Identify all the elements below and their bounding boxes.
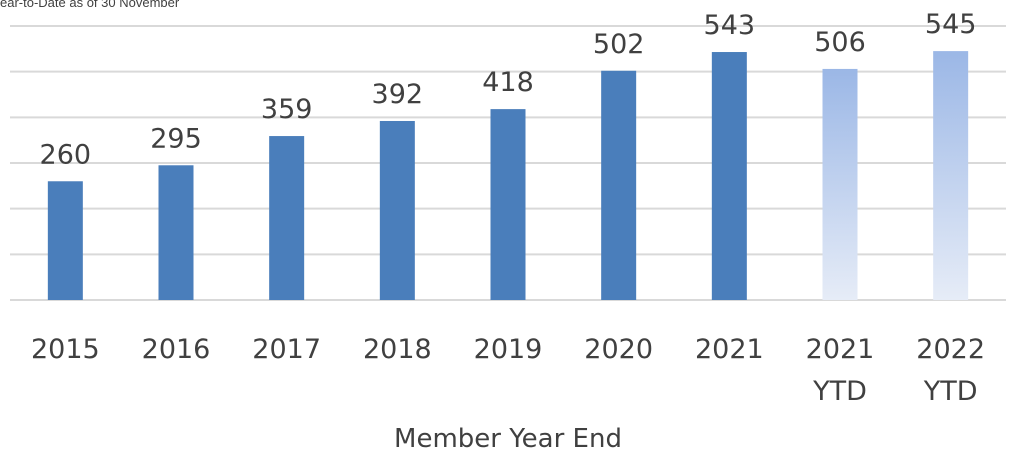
x-tick-label: 2021 (695, 334, 764, 365)
data-label: 295 (150, 123, 202, 154)
bar (822, 68, 858, 300)
x-axis-title: Member Year End (394, 424, 622, 454)
data-label: 260 (40, 139, 92, 170)
x-tick-label: YTD (923, 376, 978, 407)
x-tick-label: 2021 (806, 334, 875, 365)
bar (601, 70, 637, 301)
data-label: 502 (593, 29, 645, 60)
data-label: 392 (372, 79, 424, 110)
data-label: 543 (704, 10, 756, 41)
x-tick-label: 2019 (474, 334, 543, 365)
x-tick-label: YTD (812, 376, 867, 407)
data-label: 418 (482, 67, 534, 98)
x-tick-label: 2018 (363, 334, 432, 365)
x-tick-label: 2020 (584, 334, 653, 365)
bar (711, 52, 747, 300)
data-label: 545 (925, 9, 977, 40)
bar (379, 120, 415, 300)
x-tick-label: 2017 (252, 334, 321, 365)
data-label: 359 (261, 94, 313, 125)
bar (933, 51, 969, 300)
data-label: 506 (814, 27, 866, 58)
x-tick-label: 2022 (916, 334, 985, 365)
x-tick-label: 2016 (142, 334, 211, 365)
chart-note: ear-to-Date as of 30 November (0, 0, 180, 10)
bar (490, 109, 526, 300)
bar (47, 181, 83, 300)
bar (158, 165, 194, 300)
bar (269, 136, 305, 300)
x-tick-label: 2015 (31, 334, 100, 365)
